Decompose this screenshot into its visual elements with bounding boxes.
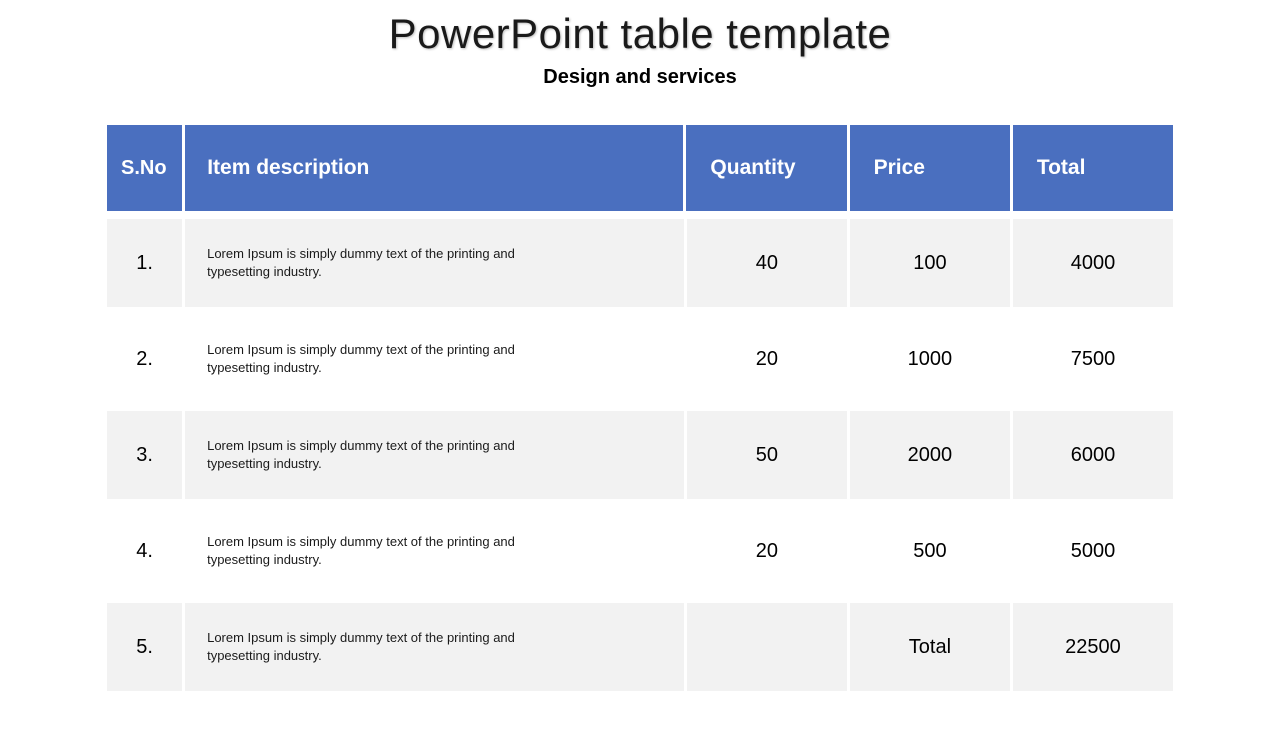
- cell-qty: 20: [687, 507, 847, 595]
- data-table: S.No Item description Quantity Price Tot…: [107, 125, 1173, 691]
- cell-price: 500: [850, 507, 1010, 595]
- header-total: Total: [1013, 125, 1173, 211]
- table-row: 4. Lorem Ipsum is simply dummy text of t…: [107, 507, 1173, 595]
- cell-price: Total: [850, 603, 1010, 691]
- cell-sno: 1.: [107, 219, 182, 307]
- table-row: 5. Lorem Ipsum is simply dummy text of t…: [107, 603, 1173, 691]
- table-row: 3. Lorem Ipsum is simply dummy text of t…: [107, 411, 1173, 499]
- table-row: 2. Lorem Ipsum is simply dummy text of t…: [107, 315, 1173, 403]
- cell-qty: [687, 603, 847, 691]
- cell-qty: 40: [687, 219, 847, 307]
- cell-qty: 20: [687, 315, 847, 403]
- table-row: 1. Lorem Ipsum is simply dummy text of t…: [107, 219, 1173, 307]
- cell-total: 6000: [1013, 411, 1173, 499]
- cell-price: 100: [850, 219, 1010, 307]
- cell-sno: 5.: [107, 603, 182, 691]
- cell-total: 5000: [1013, 507, 1173, 595]
- cell-sno: 3.: [107, 411, 182, 499]
- header-desc: Item description: [185, 125, 683, 211]
- cell-sno: 2.: [107, 315, 182, 403]
- cell-desc: Lorem Ipsum is simply dummy text of the …: [185, 411, 684, 499]
- cell-desc: Lorem Ipsum is simply dummy text of the …: [185, 603, 684, 691]
- cell-sno: 4.: [107, 507, 182, 595]
- table-header-row: S.No Item description Quantity Price Tot…: [107, 125, 1173, 211]
- cell-desc: Lorem Ipsum is simply dummy text of the …: [185, 507, 684, 595]
- header-qty: Quantity: [686, 125, 846, 211]
- cell-desc: Lorem Ipsum is simply dummy text of the …: [185, 315, 684, 403]
- cell-qty: 50: [687, 411, 847, 499]
- header-price: Price: [850, 125, 1010, 211]
- cell-price: 1000: [850, 315, 1010, 403]
- cell-desc: Lorem Ipsum is simply dummy text of the …: [185, 219, 684, 307]
- cell-total: 7500: [1013, 315, 1173, 403]
- cell-total: 22500: [1013, 603, 1173, 691]
- cell-price: 2000: [850, 411, 1010, 499]
- header-sno: S.No: [107, 125, 182, 211]
- page-title: PowerPoint table template: [0, 10, 1280, 58]
- cell-total: 4000: [1013, 219, 1173, 307]
- page-subtitle: Design and services: [0, 66, 1280, 89]
